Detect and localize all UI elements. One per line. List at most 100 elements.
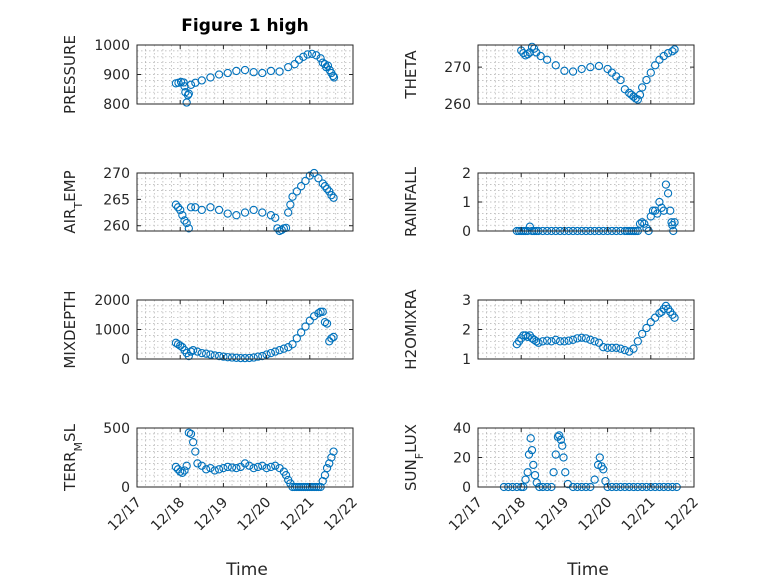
grid xyxy=(478,428,694,487)
series-points xyxy=(171,168,338,236)
data-point xyxy=(223,68,232,78)
data-point xyxy=(527,334,537,343)
y-tick-label: 1000 xyxy=(94,323,130,339)
data-point xyxy=(561,468,570,477)
y-tick-label: 900 xyxy=(103,68,130,84)
y-tick-label: 1 xyxy=(462,195,471,211)
data-point xyxy=(303,50,312,59)
data-point xyxy=(277,225,286,235)
data-point xyxy=(668,47,677,56)
axes-frame xyxy=(477,44,695,105)
data-point xyxy=(329,447,338,456)
data-point xyxy=(586,62,595,72)
data-point xyxy=(197,76,206,85)
data-point xyxy=(542,55,552,64)
data-point xyxy=(607,343,617,352)
data-point xyxy=(320,317,330,327)
data-point xyxy=(189,438,198,447)
data-point xyxy=(661,180,671,189)
data-point xyxy=(629,344,638,353)
data-point xyxy=(594,338,604,347)
y-tick-label: 260 xyxy=(103,219,130,235)
data-point xyxy=(249,67,258,77)
y-axis-label: THETA xyxy=(402,50,420,100)
data-point xyxy=(590,337,599,346)
data-point xyxy=(642,323,651,333)
data-point xyxy=(171,200,181,209)
x-tick-label: 12/21 xyxy=(278,495,318,535)
data-point xyxy=(214,70,224,79)
data-point xyxy=(232,353,241,362)
data-point xyxy=(316,54,325,63)
axes-frame xyxy=(136,427,354,488)
x-tick-label: 12/20 xyxy=(235,495,275,535)
data-point xyxy=(534,338,543,347)
data-point xyxy=(173,203,183,212)
y-tick-label: 0 xyxy=(121,480,130,496)
data-point xyxy=(527,445,537,455)
subplot-7: 0 500 12/17 12/18 12/19 12/20 12/21 12/22 TERRMS… xyxy=(61,421,361,580)
data-point xyxy=(670,45,679,54)
data-point xyxy=(171,338,181,347)
y-tick-label: 2 xyxy=(462,323,471,339)
data-point xyxy=(318,179,327,188)
data-point xyxy=(329,73,339,82)
data-point xyxy=(236,353,245,363)
data-point xyxy=(232,66,241,76)
data-point xyxy=(663,48,673,58)
data-point xyxy=(288,340,297,349)
data-point xyxy=(638,329,647,339)
data-point xyxy=(640,219,649,228)
data-point xyxy=(646,317,655,327)
y-axis-label: SUNFLUX xyxy=(402,424,426,491)
series-points xyxy=(517,42,679,104)
data-point xyxy=(232,211,241,220)
data-point xyxy=(210,466,219,475)
data-point xyxy=(249,353,258,362)
figure-title: Figure 1 high xyxy=(181,16,309,36)
data-point xyxy=(240,65,250,75)
data-point xyxy=(568,67,578,76)
data-point xyxy=(620,345,630,355)
y-tick-label: 1000 xyxy=(94,38,130,54)
data-point xyxy=(594,61,604,71)
data-point xyxy=(586,335,595,344)
data-point xyxy=(648,206,658,215)
axes-frame xyxy=(136,172,354,232)
data-point xyxy=(329,193,338,202)
y-tick-label: 270 xyxy=(103,166,130,182)
grid xyxy=(478,173,694,231)
data-point xyxy=(262,463,271,473)
y-tick-label: 270 xyxy=(444,60,471,76)
subplot-4: 0 1 2 RAINFALL xyxy=(402,166,695,240)
data-point xyxy=(549,468,558,477)
data-point xyxy=(281,471,291,480)
data-point xyxy=(558,441,567,450)
data-point xyxy=(323,61,333,70)
data-point xyxy=(219,352,228,361)
data-point xyxy=(273,224,282,233)
data-point xyxy=(206,203,215,212)
data-point xyxy=(178,468,187,477)
data-point xyxy=(223,209,232,218)
data-point xyxy=(275,345,284,355)
data-point xyxy=(529,460,538,470)
data-point xyxy=(294,55,304,64)
y-tick-label: 20 xyxy=(453,451,471,467)
data-point xyxy=(297,328,306,337)
data-point xyxy=(532,337,541,346)
y-axis-label: RAINFALL xyxy=(402,166,420,237)
data-point xyxy=(201,465,211,474)
data-point xyxy=(186,429,196,439)
data-point xyxy=(532,478,541,487)
data-point xyxy=(612,343,621,352)
data-point xyxy=(599,465,608,474)
data-point xyxy=(581,334,591,343)
data-point xyxy=(290,60,299,69)
data-point xyxy=(601,476,610,486)
data-point xyxy=(616,344,625,353)
data-point xyxy=(184,89,193,98)
x-tick-label: 12/19 xyxy=(532,495,572,535)
subplot-1: 800 900 1000 PRESSURE xyxy=(61,35,354,114)
data-point xyxy=(171,462,181,472)
